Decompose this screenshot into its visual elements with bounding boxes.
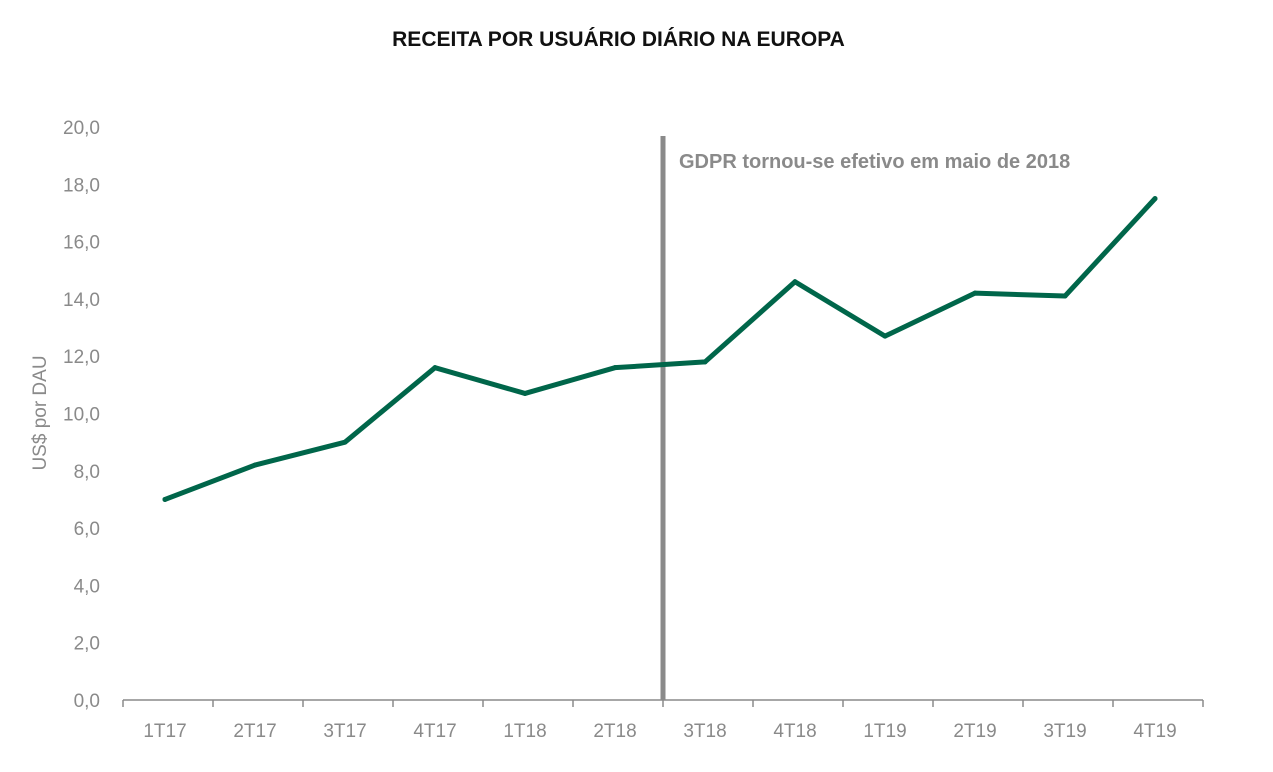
y-tick-label: 16,0 — [63, 233, 100, 254]
x-tick-label: 3T18 — [683, 721, 726, 742]
chart-title: RECEITA POR USUÁRIO DIÁRIO NA EUROPA — [392, 28, 845, 51]
data-point-1T17 — [162, 496, 168, 502]
x-tick-label: 4T19 — [1133, 721, 1176, 742]
data-point-4T17 — [432, 365, 438, 371]
x-tick-label: 3T19 — [1043, 721, 1086, 742]
y-tick-label: 0,0 — [74, 691, 100, 712]
y-tick-label: 10,0 — [63, 405, 100, 426]
data-point-4T19 — [1152, 196, 1158, 202]
y-axis-label: US$ por DAU — [30, 355, 51, 470]
x-tick-label: 1T19 — [863, 721, 906, 742]
data-point-3T18 — [702, 359, 708, 365]
x-tick-label: 2T17 — [233, 721, 276, 742]
data-point-2T17 — [252, 462, 258, 468]
gdpr-annotation: GDPR tornou-se efetivo em maio de 2018 — [679, 151, 1070, 173]
x-tick-label: 1T17 — [143, 721, 186, 742]
y-tick-label: 6,0 — [74, 519, 100, 540]
data-point-3T19 — [1062, 293, 1068, 299]
data-point-2T19 — [972, 290, 978, 296]
y-tick-label: 20,0 — [63, 118, 100, 139]
data-point-1T18 — [522, 390, 528, 396]
series-line — [162, 196, 1158, 502]
y-tick-label: 14,0 — [63, 290, 100, 311]
data-point-3T17 — [342, 439, 348, 445]
x-tick-label: 2T19 — [953, 721, 996, 742]
y-tick-label: 12,0 — [63, 347, 100, 368]
y-tick-label: 4,0 — [74, 576, 100, 597]
x-tick-label: 4T17 — [413, 721, 456, 742]
y-tick-label: 8,0 — [74, 462, 100, 483]
x-tick-label: 1T18 — [503, 721, 546, 742]
x-tick-label: 4T18 — [773, 721, 816, 742]
y-tick-label: 2,0 — [74, 634, 100, 655]
data-point-4T18 — [792, 279, 798, 285]
data-point-1T19 — [882, 333, 888, 339]
y-tick-label: 18,0 — [63, 175, 100, 196]
data-point-2T18 — [612, 365, 618, 371]
x-tick-label: 3T17 — [323, 721, 366, 742]
x-tick-label: 2T18 — [593, 721, 636, 742]
